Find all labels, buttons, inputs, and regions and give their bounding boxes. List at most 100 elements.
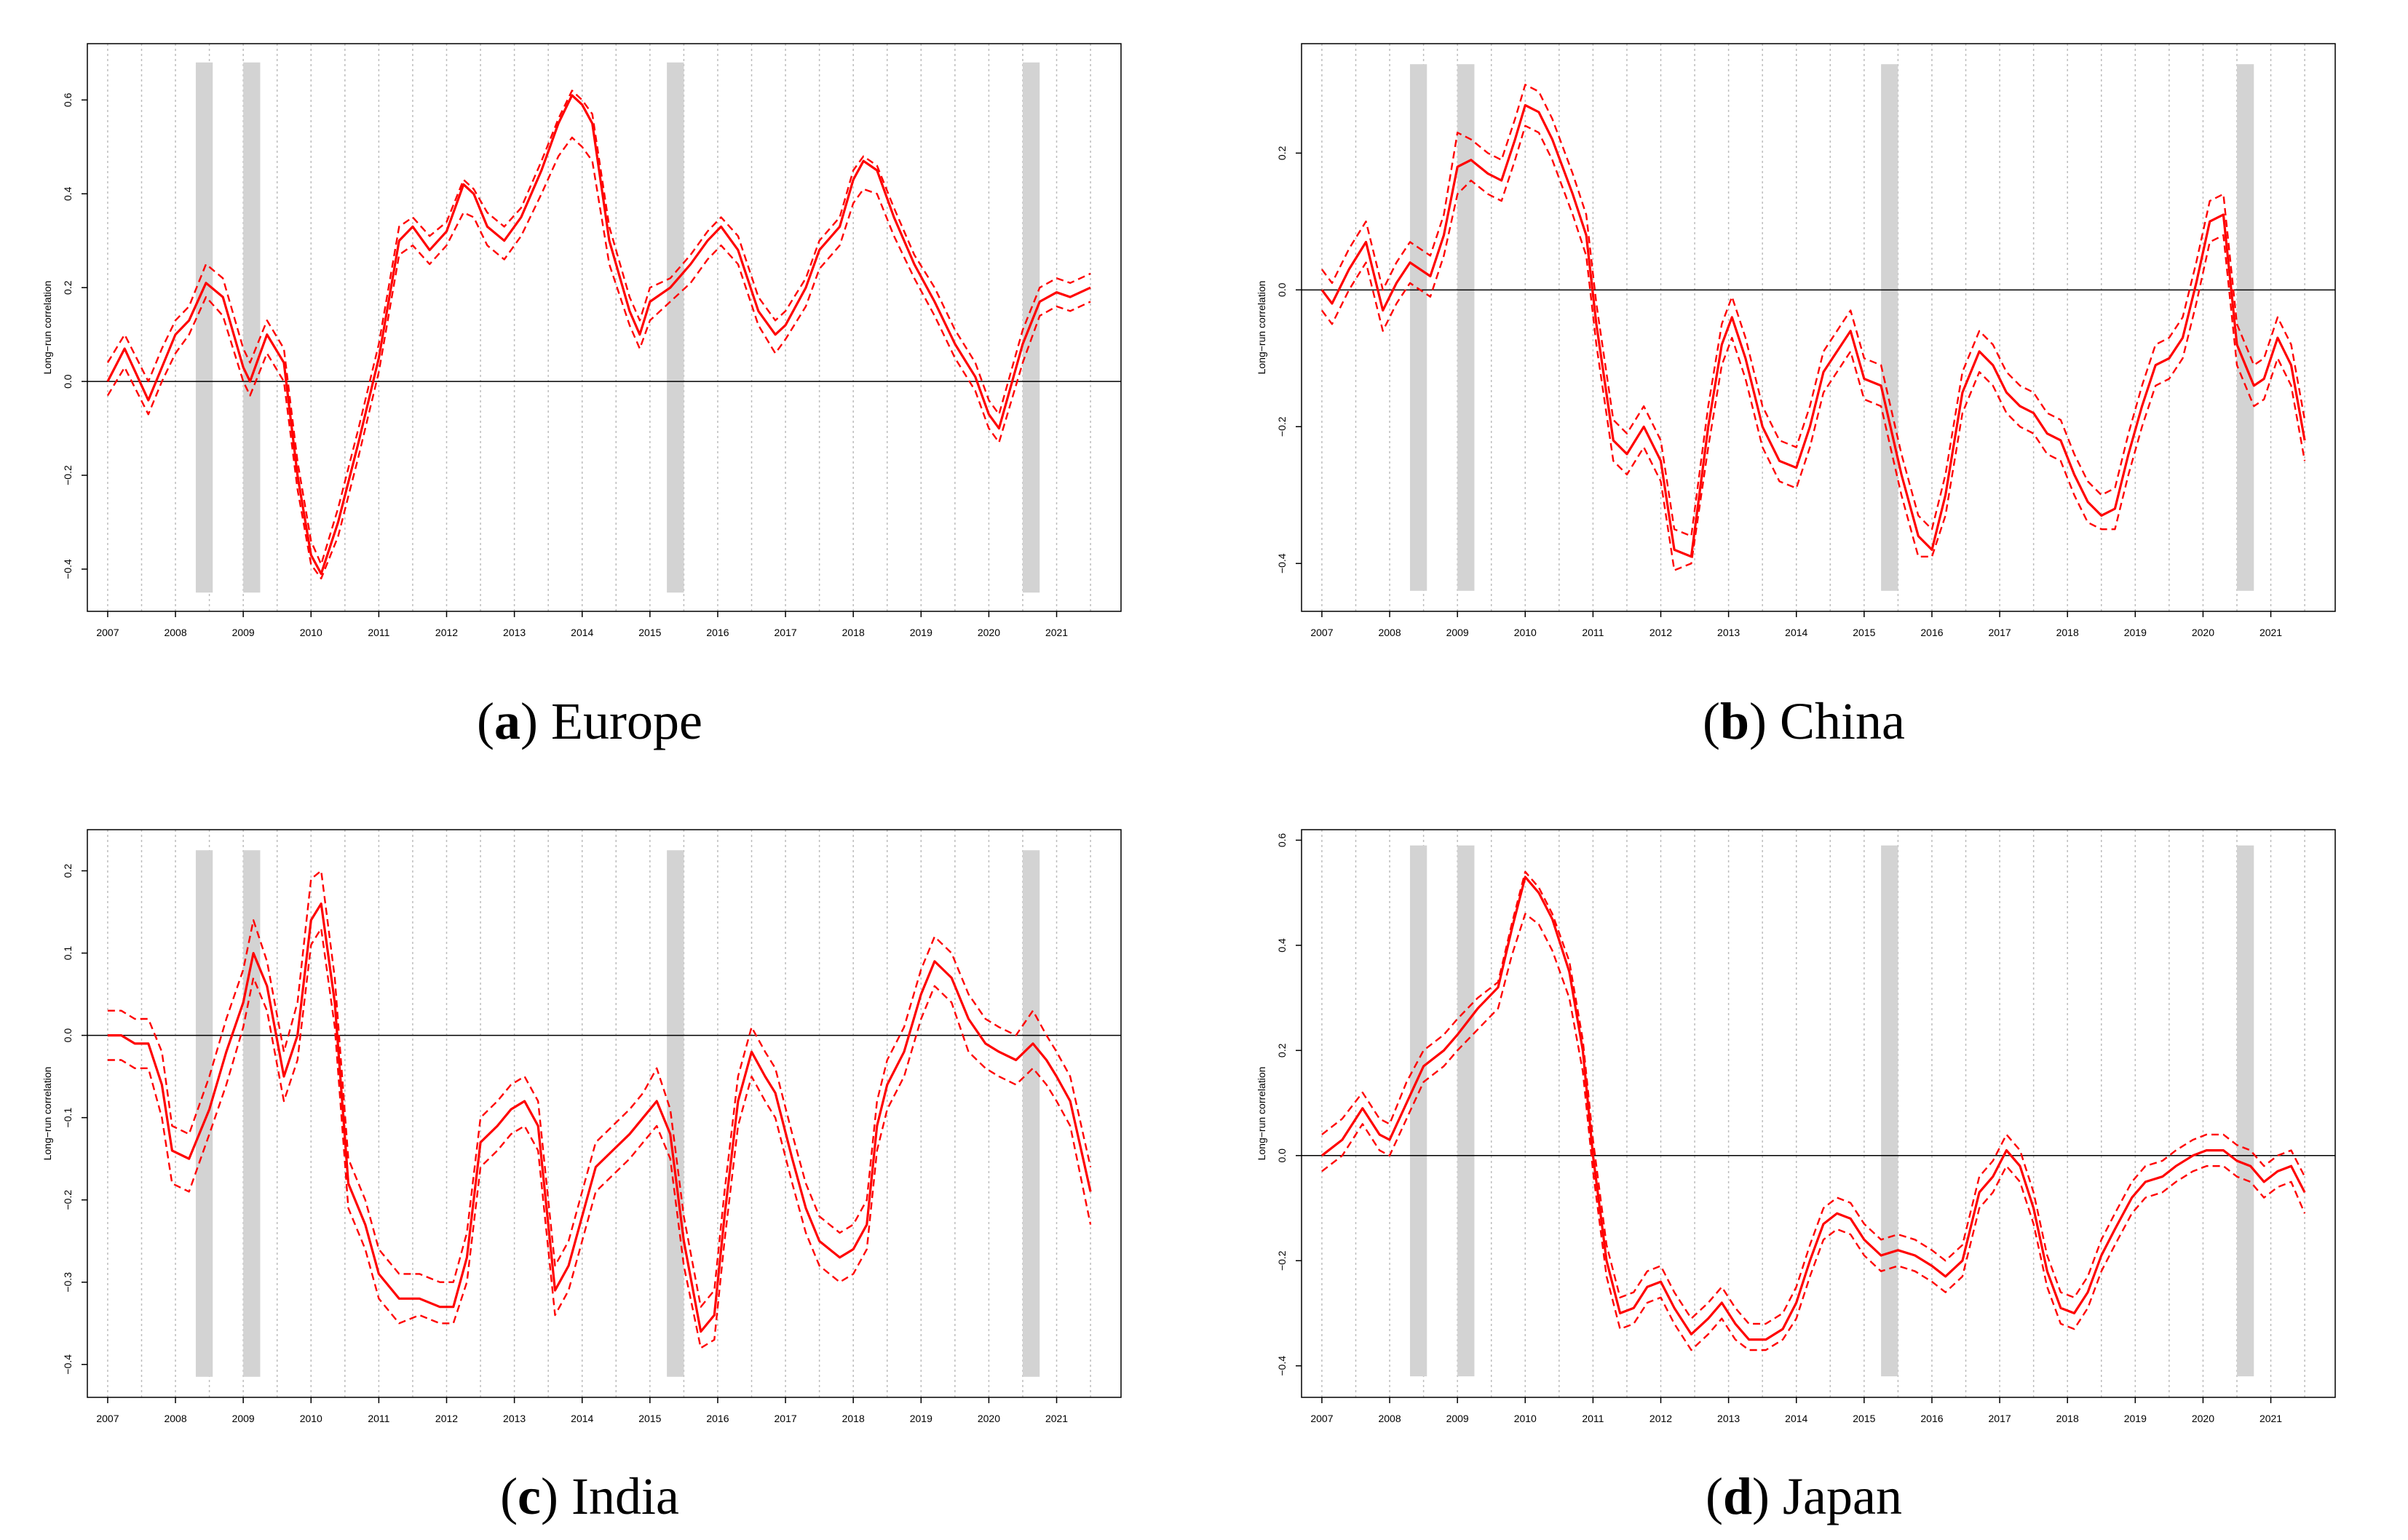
x-tick-label: 2010 xyxy=(300,627,322,638)
x-tick-label: 2016 xyxy=(706,1413,729,1424)
y-tick-label: −0.4 xyxy=(62,559,74,579)
y-tick-label: 0.0 xyxy=(62,1028,74,1043)
y-tick-label: 0.0 xyxy=(1276,282,1288,297)
shaded-band xyxy=(195,850,213,1377)
x-tick-label: 2007 xyxy=(96,1413,119,1424)
x-tick-label: 2020 xyxy=(2192,1413,2214,1424)
y-tick-label: 0.0 xyxy=(62,374,74,389)
shaded-band xyxy=(667,850,684,1377)
x-tick-label: 2012 xyxy=(435,1413,458,1424)
x-tick-label: 2018 xyxy=(842,627,865,638)
x-tick-label: 2007 xyxy=(96,627,119,638)
y-tick-label: −0.2 xyxy=(62,1190,74,1210)
x-tick-label: 2010 xyxy=(1514,1413,1537,1424)
chart-europe-svg: −0.4 −0.2 0.0 0.2 0.4 0.6 2007 2008 2009 2010 2011… xyxy=(41,43,1122,638)
y-axis-label: Long−run correlation xyxy=(41,1067,53,1161)
shaded-band xyxy=(243,62,261,593)
y-tick-label: −0.1 xyxy=(62,1108,74,1128)
x-tick-label: 2008 xyxy=(164,1413,186,1424)
y-tick-label: 0.2 xyxy=(62,280,74,295)
x-tick-label: 2013 xyxy=(1717,1413,1740,1424)
caption-china: (b) China xyxy=(1703,692,1905,750)
x-tick-label: 2020 xyxy=(2192,627,2214,638)
x-tick-label: 2012 xyxy=(1649,1413,1672,1424)
chart-panel-india: −0.4 −0.3 −0.2 −0.1 0.0 0.1 0.2 2007 2008 2009 201… xyxy=(29,815,1150,1525)
chart-panel-europe: −0.4 −0.2 0.0 0.2 0.4 0.6 2007 2008 2009 2010 2011… xyxy=(29,29,1150,750)
x-tick-label: 2012 xyxy=(435,627,458,638)
series-line-bound xyxy=(106,90,1091,565)
plot-frame xyxy=(1301,829,2336,1398)
caption-name: India xyxy=(571,1467,679,1525)
caption-letter: d xyxy=(1723,1467,1753,1525)
plot-frame xyxy=(1301,43,2336,612)
y-axis-label: Long−run correlation xyxy=(1256,1067,1267,1161)
y-tick-label: 0.4 xyxy=(1276,938,1288,953)
caption-japan: (d) Japan xyxy=(1706,1467,1902,1525)
x-tick-label: 2011 xyxy=(368,1413,389,1424)
series-line-bound xyxy=(107,927,1092,1349)
series-line-bound xyxy=(107,870,1092,1308)
y-tick-label: −0.3 xyxy=(62,1272,74,1293)
x-tick-label: 2021 xyxy=(1045,1413,1068,1424)
x-tick-label: 2017 xyxy=(1989,1413,2011,1424)
series-line-estimate xyxy=(106,94,1091,576)
y-tick-label: 0.2 xyxy=(1276,146,1288,160)
x-tick-label: 2013 xyxy=(1717,627,1740,638)
x-tick-label: 2010 xyxy=(1514,627,1537,638)
series-line-bound xyxy=(1320,124,2306,571)
x-tick-label: 2008 xyxy=(164,627,186,638)
x-tick-label: 2008 xyxy=(1378,1413,1401,1424)
y-tick-label: −0.2 xyxy=(1276,1250,1288,1271)
shaded-band xyxy=(1457,845,1475,1377)
shaded-band xyxy=(195,62,213,593)
chart-panel-japan: −0.4 −0.2 0.0 0.2 0.4 0.6 2007 2008 2009 2010 2011… xyxy=(1243,815,2364,1525)
x-tick-label: 2007 xyxy=(1310,627,1333,638)
plot-frame xyxy=(87,829,1122,1398)
y-tick-label: −0.4 xyxy=(1276,553,1288,573)
x-tick-label: 2009 xyxy=(232,627,255,638)
shaded-band xyxy=(1022,850,1040,1377)
y-tick-label: 0.2 xyxy=(62,864,74,878)
x-tick-label: 2008 xyxy=(1378,627,1401,638)
shaded-band xyxy=(2236,64,2254,591)
caption-name: Europe xyxy=(551,692,702,750)
chart-japan-svg: −0.4 −0.2 0.0 0.2 0.4 0.6 2007 2008 2009 2010 2011… xyxy=(1256,829,2336,1424)
x-tick-label: 2014 xyxy=(1785,1413,1807,1424)
x-tick-label: 2021 xyxy=(2260,1413,2282,1424)
shaded-band xyxy=(1881,845,1898,1377)
y-tick-label: 0.1 xyxy=(62,946,74,961)
y-axis-label: Long−run correlation xyxy=(1256,281,1267,375)
series-line-estimate xyxy=(107,902,1092,1333)
series-line-estimate xyxy=(1320,103,2306,558)
series-line-estimate xyxy=(1320,876,2306,1341)
x-tick-label: 2017 xyxy=(1989,627,2011,638)
shaded-band xyxy=(1022,62,1040,593)
x-tick-label: 2013 xyxy=(503,1413,526,1424)
x-tick-label: 2016 xyxy=(706,627,729,638)
shaded-band xyxy=(667,62,684,593)
caption-india: (c) India xyxy=(500,1467,679,1525)
x-tick-label: 2018 xyxy=(842,1413,865,1424)
x-tick-label: 2016 xyxy=(1920,627,1943,638)
x-tick-label: 2009 xyxy=(232,1413,255,1424)
x-tick-label: 2017 xyxy=(775,1413,797,1424)
caption-letter: c xyxy=(518,1467,542,1525)
x-tick-label: 2014 xyxy=(571,627,593,638)
x-tick-label: 2019 xyxy=(2124,627,2147,638)
series-line-bound xyxy=(106,136,1091,580)
y-tick-label: −0.4 xyxy=(62,1354,74,1375)
plot-frame xyxy=(87,43,1122,612)
x-tick-label: 2011 xyxy=(368,627,389,638)
x-tick-label: 2014 xyxy=(1785,627,1807,638)
y-tick-label: 0.6 xyxy=(62,92,74,107)
chart-china-svg: −0.4 −0.2 0.0 0.2 2007 2008 2009 2010 2011 2012 20… xyxy=(1256,43,2336,638)
y-tick-label: −0.2 xyxy=(1276,416,1288,437)
x-tick-label: 2017 xyxy=(775,627,797,638)
chart-panel-china: −0.4 −0.2 0.0 0.2 2007 2008 2009 2010 2011 2012 20… xyxy=(1243,29,2364,750)
x-tick-label: 2020 xyxy=(978,1413,1000,1424)
x-tick-label: 2020 xyxy=(978,627,1000,638)
x-tick-label: 2015 xyxy=(1853,1413,1875,1424)
x-tick-label: 2012 xyxy=(1649,627,1672,638)
chart-india-svg: −0.4 −0.3 −0.2 −0.1 0.0 0.1 0.2 2007 2008 2009 201… xyxy=(41,829,1122,1424)
caption-name: China xyxy=(1780,692,1905,750)
